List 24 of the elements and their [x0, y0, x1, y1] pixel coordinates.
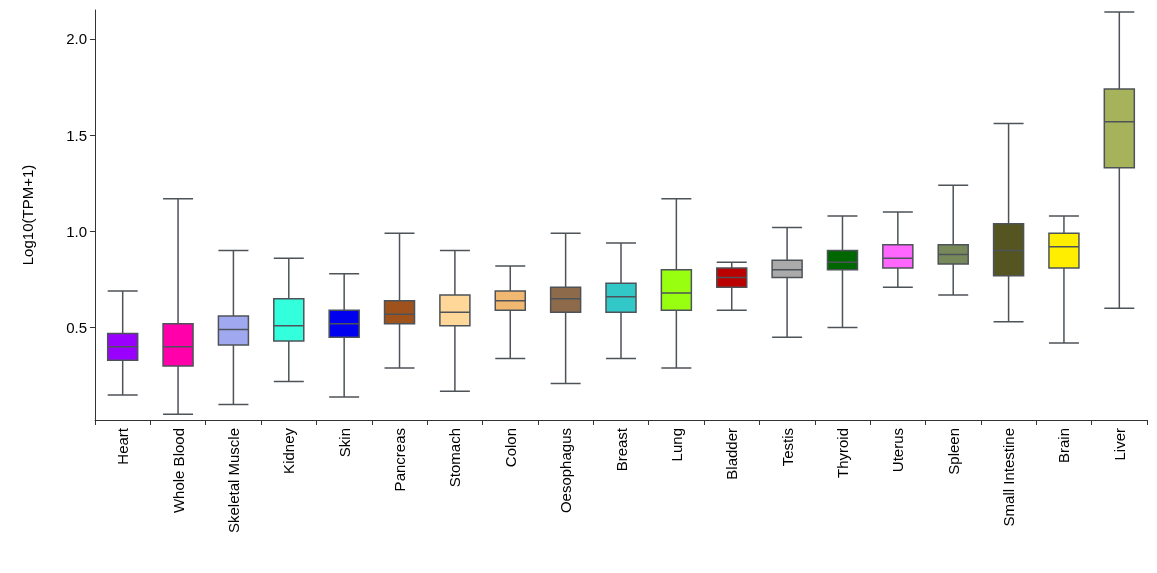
- x-tick-label: Thyroid: [833, 428, 851, 479]
- y-tick-label: 2.0: [66, 30, 87, 48]
- y-tick-label: 1.5: [66, 126, 87, 144]
- x-tick-label: Brain: [1055, 428, 1073, 464]
- x-tick-label: Skeletal Muscle: [224, 428, 242, 534]
- y-tick-label: 0.5: [66, 319, 87, 337]
- x-tick-label: Whole Blood: [169, 428, 187, 514]
- x-tick-label: Oesophagus: [557, 428, 575, 514]
- x-tick-label: Liver: [1110, 428, 1128, 461]
- x-tick-label: Small Intestine: [1000, 428, 1018, 527]
- x-tick-label: Colon: [501, 428, 519, 468]
- x-tick-label: Pancreas: [391, 428, 409, 492]
- x-tick-label: Bladder: [723, 428, 741, 480]
- x-tick-label: Breast: [612, 427, 630, 472]
- x-tick-label: Testis: [778, 428, 796, 467]
- x-tick-label: Stomach: [446, 428, 464, 488]
- x-tick-label: Spleen: [944, 428, 962, 475]
- x-tick-label: Lung: [667, 428, 685, 462]
- x-tick-label: Kidney: [280, 427, 298, 474]
- x-tick-label: Skin: [335, 428, 353, 458]
- x-tick-label: Heart: [114, 427, 132, 465]
- x-tick-label: Uterus: [889, 428, 907, 473]
- y-axis-title: Log10(TPM+1): [19, 164, 36, 266]
- y-tick-label: 1.0: [66, 222, 87, 240]
